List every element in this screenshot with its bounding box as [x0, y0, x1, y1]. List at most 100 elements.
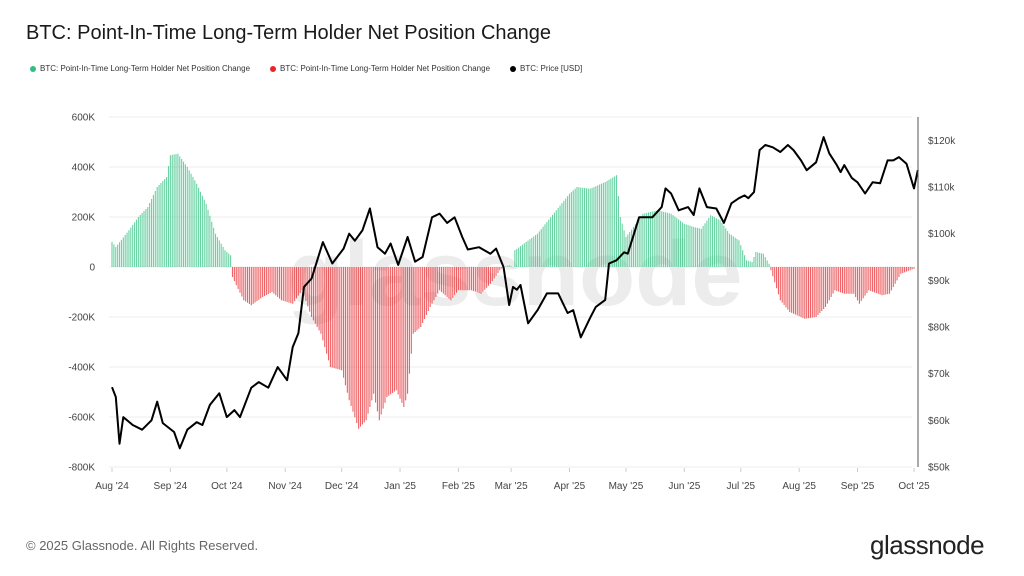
bar-negative	[809, 267, 812, 318]
bar-negative	[327, 267, 330, 361]
bar-positive	[226, 251, 228, 267]
bar-negative	[826, 267, 828, 304]
bar-negative	[233, 267, 235, 282]
bar-negative	[779, 267, 781, 301]
bar-positive	[184, 164, 186, 267]
bar-positive	[693, 227, 695, 267]
bar-positive	[175, 154, 177, 267]
bar-positive	[719, 220, 721, 267]
bar-positive	[730, 235, 732, 267]
bar-positive	[747, 260, 749, 267]
bar-negative	[311, 267, 313, 317]
bar-negative	[391, 267, 394, 393]
x-tick-label: Sep '24	[154, 481, 188, 492]
bar-positive	[535, 235, 537, 267]
bar-negative	[448, 267, 450, 299]
bar-negative	[312, 267, 314, 321]
bar-positive	[516, 248, 518, 267]
bar-positive	[632, 227, 635, 267]
bar-negative	[241, 267, 243, 297]
bar-negative	[326, 267, 328, 354]
bar-negative	[817, 267, 819, 315]
y-right-tick-label: $90k	[928, 276, 951, 287]
bar-positive	[713, 217, 715, 267]
x-tick-label: Oct '25	[898, 481, 930, 492]
bar-positive	[529, 239, 531, 267]
bar-negative	[250, 267, 252, 306]
bar-positive	[708, 217, 710, 267]
bar-negative	[331, 267, 333, 368]
bar-positive	[715, 218, 717, 267]
bar-negative	[427, 267, 429, 311]
bar-negative	[495, 267, 497, 276]
bar-positive	[218, 240, 220, 267]
bar-negative	[838, 267, 840, 292]
bar-positive	[190, 173, 192, 267]
bar-negative	[813, 267, 815, 318]
bar-negative	[791, 267, 793, 313]
bar-positive	[647, 212, 650, 267]
bar-negative	[367, 267, 369, 414]
bar-negative	[235, 267, 237, 286]
bar-negative	[344, 267, 346, 386]
bar-negative	[823, 267, 825, 309]
bar-positive	[559, 205, 561, 267]
bar-positive	[597, 185, 599, 267]
bar-negative	[335, 267, 337, 369]
bar-negative	[450, 267, 452, 301]
legend-item-price[interactable]: BTC: Price [USD]	[510, 64, 582, 73]
legend-item-positive[interactable]: BTC: Point-In-Time Long-Term Holder Net …	[30, 64, 250, 73]
bar-negative	[862, 267, 864, 299]
y-left-tick-label: -400K	[68, 363, 95, 374]
bar-negative	[346, 267, 348, 393]
legend-item-negative[interactable]: BTC: Point-In-Time Long-Term Holder Net …	[270, 64, 490, 73]
bar-positive	[702, 226, 704, 267]
bar-positive	[646, 212, 648, 267]
bar-negative	[478, 267, 480, 294]
bar-negative	[245, 267, 247, 302]
bar-positive	[621, 223, 623, 267]
bar-positive	[644, 213, 646, 267]
bar-negative	[855, 267, 857, 298]
bar-negative	[239, 267, 241, 293]
legend-label: BTC: Point-In-Time Long-Term Holder Net …	[40, 64, 251, 73]
bar-positive	[115, 247, 117, 267]
bar-positive	[220, 243, 222, 267]
bar-positive	[768, 263, 770, 267]
bar-negative	[375, 267, 377, 403]
bar-positive	[171, 154, 173, 267]
y-right-tick-label: $110k	[928, 183, 956, 194]
bar-positive	[207, 209, 209, 267]
bar-positive	[506, 265, 508, 267]
bar-negative	[416, 267, 418, 331]
bar-negative	[800, 267, 802, 318]
bar-negative	[905, 267, 908, 272]
bar-positive	[118, 242, 121, 267]
bar-negative	[269, 267, 271, 293]
bar-negative	[271, 267, 273, 292]
x-tick-label: Mar '25	[495, 481, 528, 492]
bar-negative	[252, 267, 254, 304]
bar-negative	[382, 267, 384, 409]
bar-negative	[299, 267, 301, 293]
bar-positive	[113, 244, 115, 267]
bar-positive	[762, 253, 764, 267]
bar-negative	[339, 267, 341, 370]
bar-negative	[459, 267, 461, 291]
bar-positive	[567, 196, 569, 267]
bar-negative	[297, 267, 299, 296]
bar-negative	[343, 267, 345, 378]
x-tick-label: Jul '25	[727, 481, 756, 492]
bar-negative	[892, 267, 894, 288]
bar-positive	[570, 192, 572, 267]
bar-positive	[740, 245, 742, 267]
bar-positive	[162, 181, 164, 267]
bar-negative	[907, 267, 909, 271]
bar-negative	[802, 267, 804, 318]
bar-positive	[188, 170, 190, 267]
bar-negative	[280, 267, 282, 301]
bar-positive	[738, 240, 740, 267]
bar-positive	[678, 219, 680, 267]
bar-negative	[380, 267, 382, 415]
bar-negative	[384, 267, 386, 403]
